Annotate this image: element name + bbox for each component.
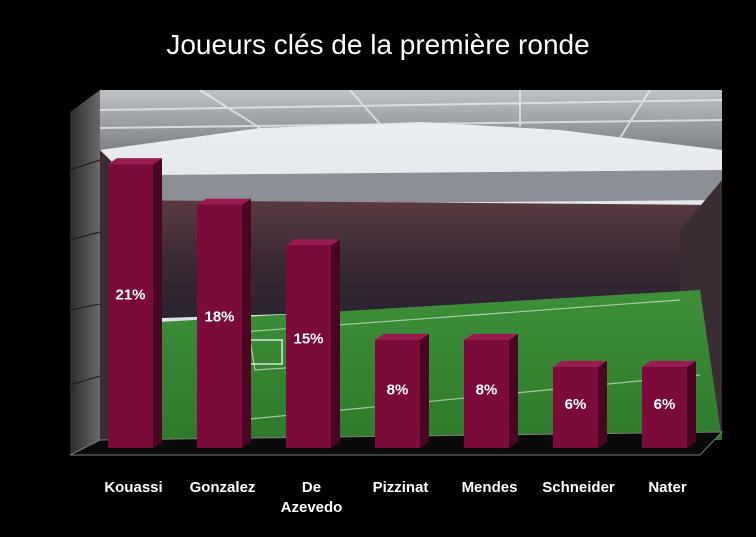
bar-value-label: 21%	[115, 287, 145, 304]
bar-value-label: 6%	[565, 396, 587, 413]
bar-top	[553, 360, 607, 367]
bar-side	[331, 239, 340, 448]
category-label: Schneider	[542, 479, 615, 496]
bar: 6%	[642, 360, 696, 448]
bar: 15%	[286, 239, 340, 448]
category-label: Gonzalez	[190, 479, 256, 496]
bar: 6%	[553, 360, 607, 448]
category-label: Mendes	[462, 479, 518, 496]
bar: 8%	[464, 333, 518, 448]
category-label: Pizzinat	[373, 479, 429, 496]
bar-side	[509, 333, 518, 448]
bar-front	[108, 164, 153, 448]
bar-side	[687, 360, 696, 448]
bar-side	[153, 158, 162, 448]
bar-value-label: 6%	[654, 396, 676, 413]
bar: 21%	[108, 158, 162, 448]
bar-value-label: 8%	[387, 382, 409, 399]
bar-top	[375, 333, 429, 340]
bar: 8%	[375, 333, 429, 448]
category-label: Nater	[648, 479, 687, 496]
category-label: Kouassi	[104, 479, 162, 496]
bar-front	[375, 339, 420, 448]
category-labels: Kouassi Gonzalez De Azevedo Pizzinat Mendes Sc…	[104, 479, 687, 516]
bar: 18%	[197, 198, 251, 448]
bar-front	[553, 366, 598, 448]
chart-title: Joueurs clés de la première ronde	[166, 29, 589, 60]
bar-top	[197, 198, 251, 205]
bar-front	[642, 366, 687, 448]
left-wall-ticks	[69, 159, 101, 386]
bar-top	[464, 333, 518, 340]
bar-top	[286, 239, 340, 246]
bar-front	[197, 204, 242, 448]
bar-side	[420, 333, 429, 448]
bars: 21% 18% 15% 8% 8% 6% 6%	[108, 158, 696, 448]
bar-value-label: 18%	[204, 309, 234, 326]
bar-front	[464, 339, 509, 448]
bar-top	[642, 360, 696, 367]
bar-front	[286, 245, 331, 448]
left-wall	[70, 90, 100, 455]
bar-top	[108, 158, 162, 165]
bar-value-label: 8%	[476, 382, 498, 399]
category-label: De Azevedo	[281, 479, 343, 516]
bar-value-label: 15%	[293, 330, 323, 347]
bar-side	[598, 360, 607, 448]
bar-side	[242, 198, 251, 448]
